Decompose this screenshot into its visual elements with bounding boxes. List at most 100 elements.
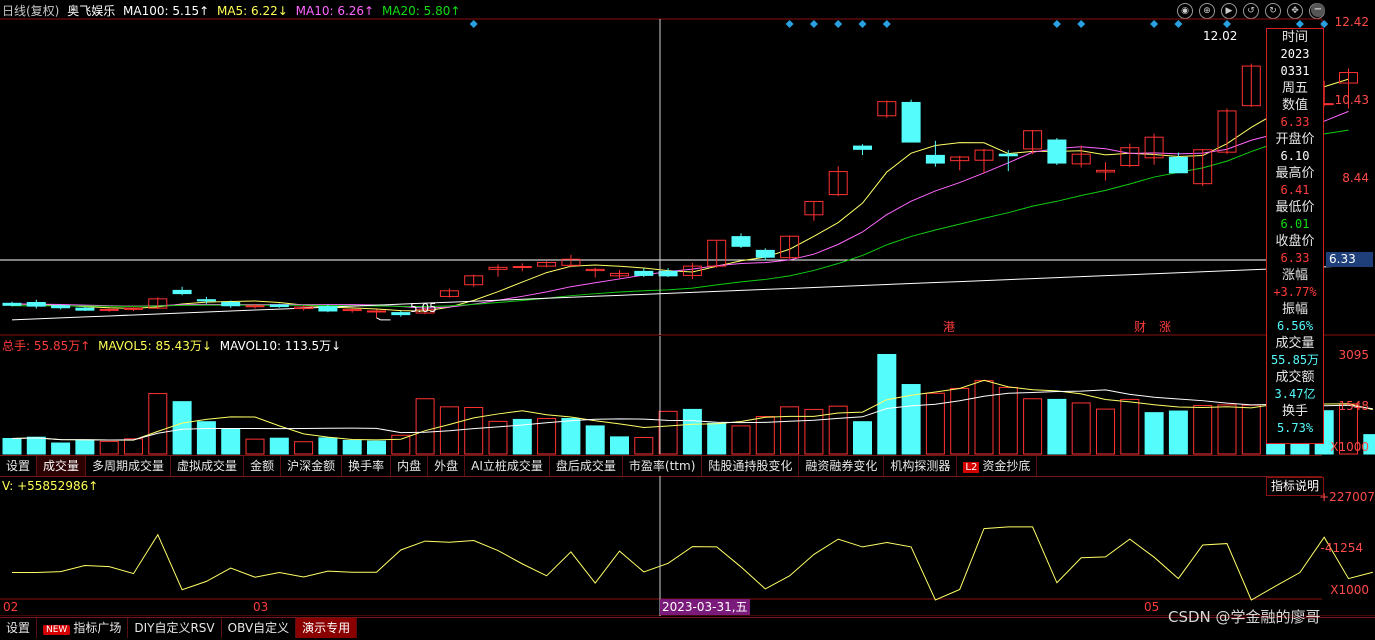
candle-body [925, 154, 945, 164]
tab-label: AI立桩成交量 [471, 459, 543, 473]
volume-bar [1363, 434, 1375, 455]
candle-body [804, 200, 824, 216]
candle-body [853, 145, 872, 150]
close-label: 收盘价 [1275, 234, 1315, 249]
price-chart[interactable] [0, 0, 1375, 340]
bottom-tab-3[interactable]: OBV自定义 [222, 618, 297, 638]
l2-badge: L2 [963, 462, 980, 473]
indicator-help-button[interactable]: 指标说明 [1266, 477, 1324, 496]
volume-bar [391, 434, 411, 455]
candle-body [901, 101, 921, 143]
volume-bar [196, 421, 216, 455]
event-mark-report[interactable]: 财 [1134, 320, 1147, 334]
new-badge: NEW [43, 625, 71, 635]
event-mark-rise[interactable]: 涨 [1159, 320, 1172, 334]
tab-14[interactable]: 机构探测器 [884, 456, 958, 476]
indicator-chart[interactable] [0, 476, 1375, 616]
tab-13[interactable]: 融资融券变化 [799, 456, 885, 476]
bottom-tab-1[interactable]: NEW 指标广场 [37, 618, 129, 638]
close-icon[interactable]: − [1311, 3, 1325, 17]
tab-5[interactable]: 沪深金额 [281, 456, 343, 476]
tab-label: 虚拟成交量 [177, 459, 238, 473]
event-diamond [469, 20, 478, 28]
volume-bar [245, 438, 265, 455]
event-diamond [809, 20, 818, 28]
ma10-value: MA10: 6.26↑ [295, 4, 375, 18]
low-label: 最低价 [1275, 200, 1315, 215]
volume-bar [901, 384, 921, 455]
chart-mode-label: 日线(复权) [2, 4, 60, 18]
ma20-line [11, 129, 1349, 308]
event-diamond [882, 20, 891, 28]
candle-body [755, 249, 775, 258]
volume-bar [51, 442, 71, 455]
tab-label: 陆股通持股变化 [708, 459, 793, 473]
tab-11[interactable]: 市盈率(ttm) [623, 456, 703, 476]
volume-bar [26, 436, 46, 455]
tab-12[interactable]: 陆股通持股变化 [702, 456, 800, 476]
event-mark-hk[interactable]: 港 [943, 320, 956, 334]
candle-body [99, 308, 119, 311]
ma10-line [11, 110, 1349, 309]
candle-body [634, 270, 654, 276]
x-axis-label-05: 05 [1144, 600, 1160, 614]
mavol10-line [11, 389, 1373, 441]
volume-bar [512, 418, 532, 455]
tab-label: 成交量 [43, 459, 80, 473]
low-leader-line [376, 317, 391, 321]
tab-0[interactable]: 设置 [0, 456, 38, 476]
volume-label: 成交量 [1275, 336, 1315, 351]
ma20-value: MA20: 5.80↑ [381, 4, 461, 18]
tab-label: 内盘 [397, 459, 422, 473]
tab-label: 金额 [250, 459, 275, 473]
candle-body [1047, 139, 1067, 164]
event-diamond [1150, 20, 1159, 28]
candle-body [512, 266, 532, 269]
candle-body [26, 301, 46, 307]
candle-body [1217, 110, 1237, 153]
volume-chart[interactable] [0, 336, 1375, 456]
tab-7[interactable]: 内盘 [391, 456, 429, 476]
low-annotation: 5.05 [410, 301, 437, 315]
volume-bar [148, 393, 168, 455]
volume-bar [1071, 402, 1091, 455]
volume-bar [658, 410, 678, 455]
bottom-tab-4[interactable]: 演示专用 [296, 618, 358, 638]
tab-15[interactable]: L2 资金抄底 [957, 456, 1038, 476]
candle-body [780, 235, 800, 259]
tab-8[interactable]: 外盘 [428, 456, 466, 476]
candle-body [1193, 149, 1213, 185]
bottom-tab-0[interactable]: 设置 [0, 618, 38, 638]
candle-body [318, 306, 338, 312]
tab-9[interactable]: AI立桩成交量 [465, 456, 550, 476]
stock-name: 奥飞娱乐 [67, 4, 116, 18]
volume-bar [950, 387, 970, 455]
candle-body [2, 302, 22, 306]
candle-body [950, 156, 970, 162]
tab-6[interactable]: 换手率 [342, 456, 392, 476]
mavol5-line [11, 379, 1373, 441]
bottom-tab-2[interactable]: DIY自定义RSV [128, 618, 222, 638]
volume-bar [318, 437, 338, 455]
candle-body [221, 301, 241, 307]
tab-10[interactable]: 盘后成交量 [550, 456, 623, 476]
volume-bar [682, 408, 702, 455]
tab-4[interactable]: 金额 [244, 456, 282, 476]
tab-2[interactable]: 多周期成交量 [86, 456, 172, 476]
volume-bar [2, 437, 22, 455]
volume-bar [269, 437, 289, 455]
event-diamond [1077, 20, 1086, 28]
volume-bar [804, 408, 824, 455]
volume-bar [707, 422, 727, 455]
indicator-legend: V: +55852986↑ [2, 479, 99, 493]
candle-body [707, 239, 727, 267]
candle-body [731, 236, 751, 247]
price-axis-cursor-value: 6.33 [1326, 252, 1373, 267]
volume-bar [755, 416, 775, 455]
tab-label: 换手率 [348, 459, 385, 473]
candle-body [682, 265, 702, 276]
tab-1[interactable]: 成交量 [37, 456, 87, 476]
tab-3[interactable]: 虚拟成交量 [171, 456, 245, 476]
candle-body [1071, 153, 1091, 165]
candle-body [464, 275, 484, 286]
